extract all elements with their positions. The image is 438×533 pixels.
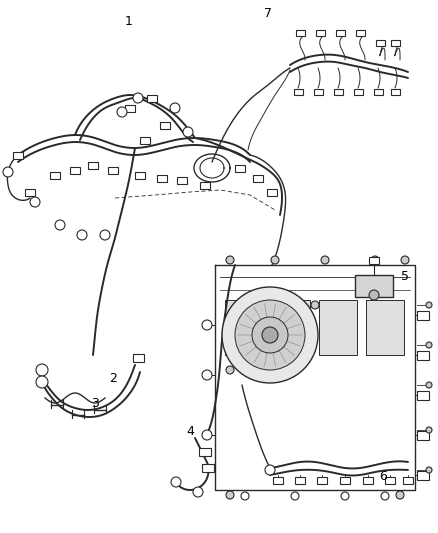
Circle shape: [426, 427, 432, 433]
Bar: [314, 89, 322, 95]
Bar: [199, 448, 211, 456]
Text: 4: 4: [186, 425, 194, 438]
Bar: [140, 136, 150, 143]
Bar: [356, 30, 364, 36]
Bar: [336, 30, 345, 36]
Text: 1: 1: [125, 15, 133, 28]
Circle shape: [202, 370, 212, 380]
Circle shape: [36, 364, 48, 376]
Bar: [417, 311, 429, 319]
Circle shape: [171, 477, 181, 487]
Circle shape: [226, 491, 234, 499]
Circle shape: [226, 366, 234, 374]
Circle shape: [170, 103, 180, 113]
Bar: [225, 300, 263, 355]
Text: 3: 3: [91, 397, 99, 410]
Circle shape: [36, 376, 48, 388]
Circle shape: [226, 256, 234, 264]
Circle shape: [183, 127, 193, 137]
Bar: [417, 431, 429, 440]
Bar: [133, 354, 144, 362]
Circle shape: [202, 320, 212, 330]
Circle shape: [401, 256, 409, 264]
Circle shape: [311, 301, 319, 309]
Bar: [135, 172, 145, 179]
Bar: [273, 477, 283, 483]
Bar: [417, 471, 429, 480]
Bar: [353, 89, 363, 95]
Bar: [417, 351, 429, 359]
Bar: [319, 300, 357, 355]
Circle shape: [426, 467, 432, 473]
Circle shape: [193, 487, 203, 497]
Bar: [333, 89, 343, 95]
Bar: [375, 40, 385, 46]
Circle shape: [77, 230, 87, 240]
Circle shape: [117, 107, 127, 117]
Bar: [25, 189, 35, 196]
Bar: [385, 477, 395, 483]
Circle shape: [341, 492, 349, 500]
Bar: [157, 174, 167, 182]
Bar: [253, 174, 263, 182]
Bar: [272, 300, 310, 355]
Circle shape: [252, 317, 288, 353]
Circle shape: [235, 300, 305, 370]
Text: 7: 7: [264, 7, 272, 20]
Bar: [374, 89, 382, 95]
Text: 6: 6: [379, 470, 387, 483]
Circle shape: [133, 93, 143, 103]
Bar: [147, 94, 157, 101]
Bar: [355, 275, 393, 297]
Bar: [293, 89, 303, 95]
Bar: [317, 477, 327, 483]
Circle shape: [396, 491, 404, 499]
Bar: [13, 151, 23, 158]
Circle shape: [3, 167, 13, 177]
Bar: [177, 176, 187, 183]
Text: 5: 5: [401, 270, 409, 283]
Circle shape: [30, 197, 40, 207]
Bar: [295, 477, 305, 483]
Bar: [235, 165, 245, 172]
Circle shape: [262, 327, 278, 343]
Circle shape: [426, 342, 432, 348]
Bar: [417, 391, 429, 400]
Bar: [391, 40, 399, 46]
Circle shape: [241, 492, 249, 500]
Circle shape: [202, 430, 212, 440]
Bar: [340, 477, 350, 483]
Bar: [369, 256, 379, 263]
Bar: [315, 30, 325, 36]
Bar: [267, 189, 277, 196]
Circle shape: [426, 382, 432, 388]
Bar: [202, 464, 214, 472]
Bar: [108, 166, 118, 174]
Text: 2: 2: [109, 372, 117, 385]
Circle shape: [265, 465, 275, 475]
Circle shape: [371, 256, 379, 264]
Circle shape: [55, 220, 65, 230]
Bar: [403, 477, 413, 483]
Circle shape: [222, 287, 318, 383]
Bar: [125, 104, 135, 111]
Circle shape: [321, 256, 329, 264]
Circle shape: [426, 302, 432, 308]
Circle shape: [271, 256, 279, 264]
Bar: [296, 30, 304, 36]
Bar: [160, 122, 170, 128]
Circle shape: [100, 230, 110, 240]
Bar: [50, 172, 60, 179]
Bar: [391, 89, 399, 95]
Circle shape: [291, 492, 299, 500]
Circle shape: [369, 290, 379, 300]
Bar: [70, 166, 80, 174]
Bar: [363, 477, 373, 483]
Bar: [88, 161, 98, 168]
Bar: [366, 300, 404, 355]
Circle shape: [381, 492, 389, 500]
Bar: [200, 182, 210, 189]
